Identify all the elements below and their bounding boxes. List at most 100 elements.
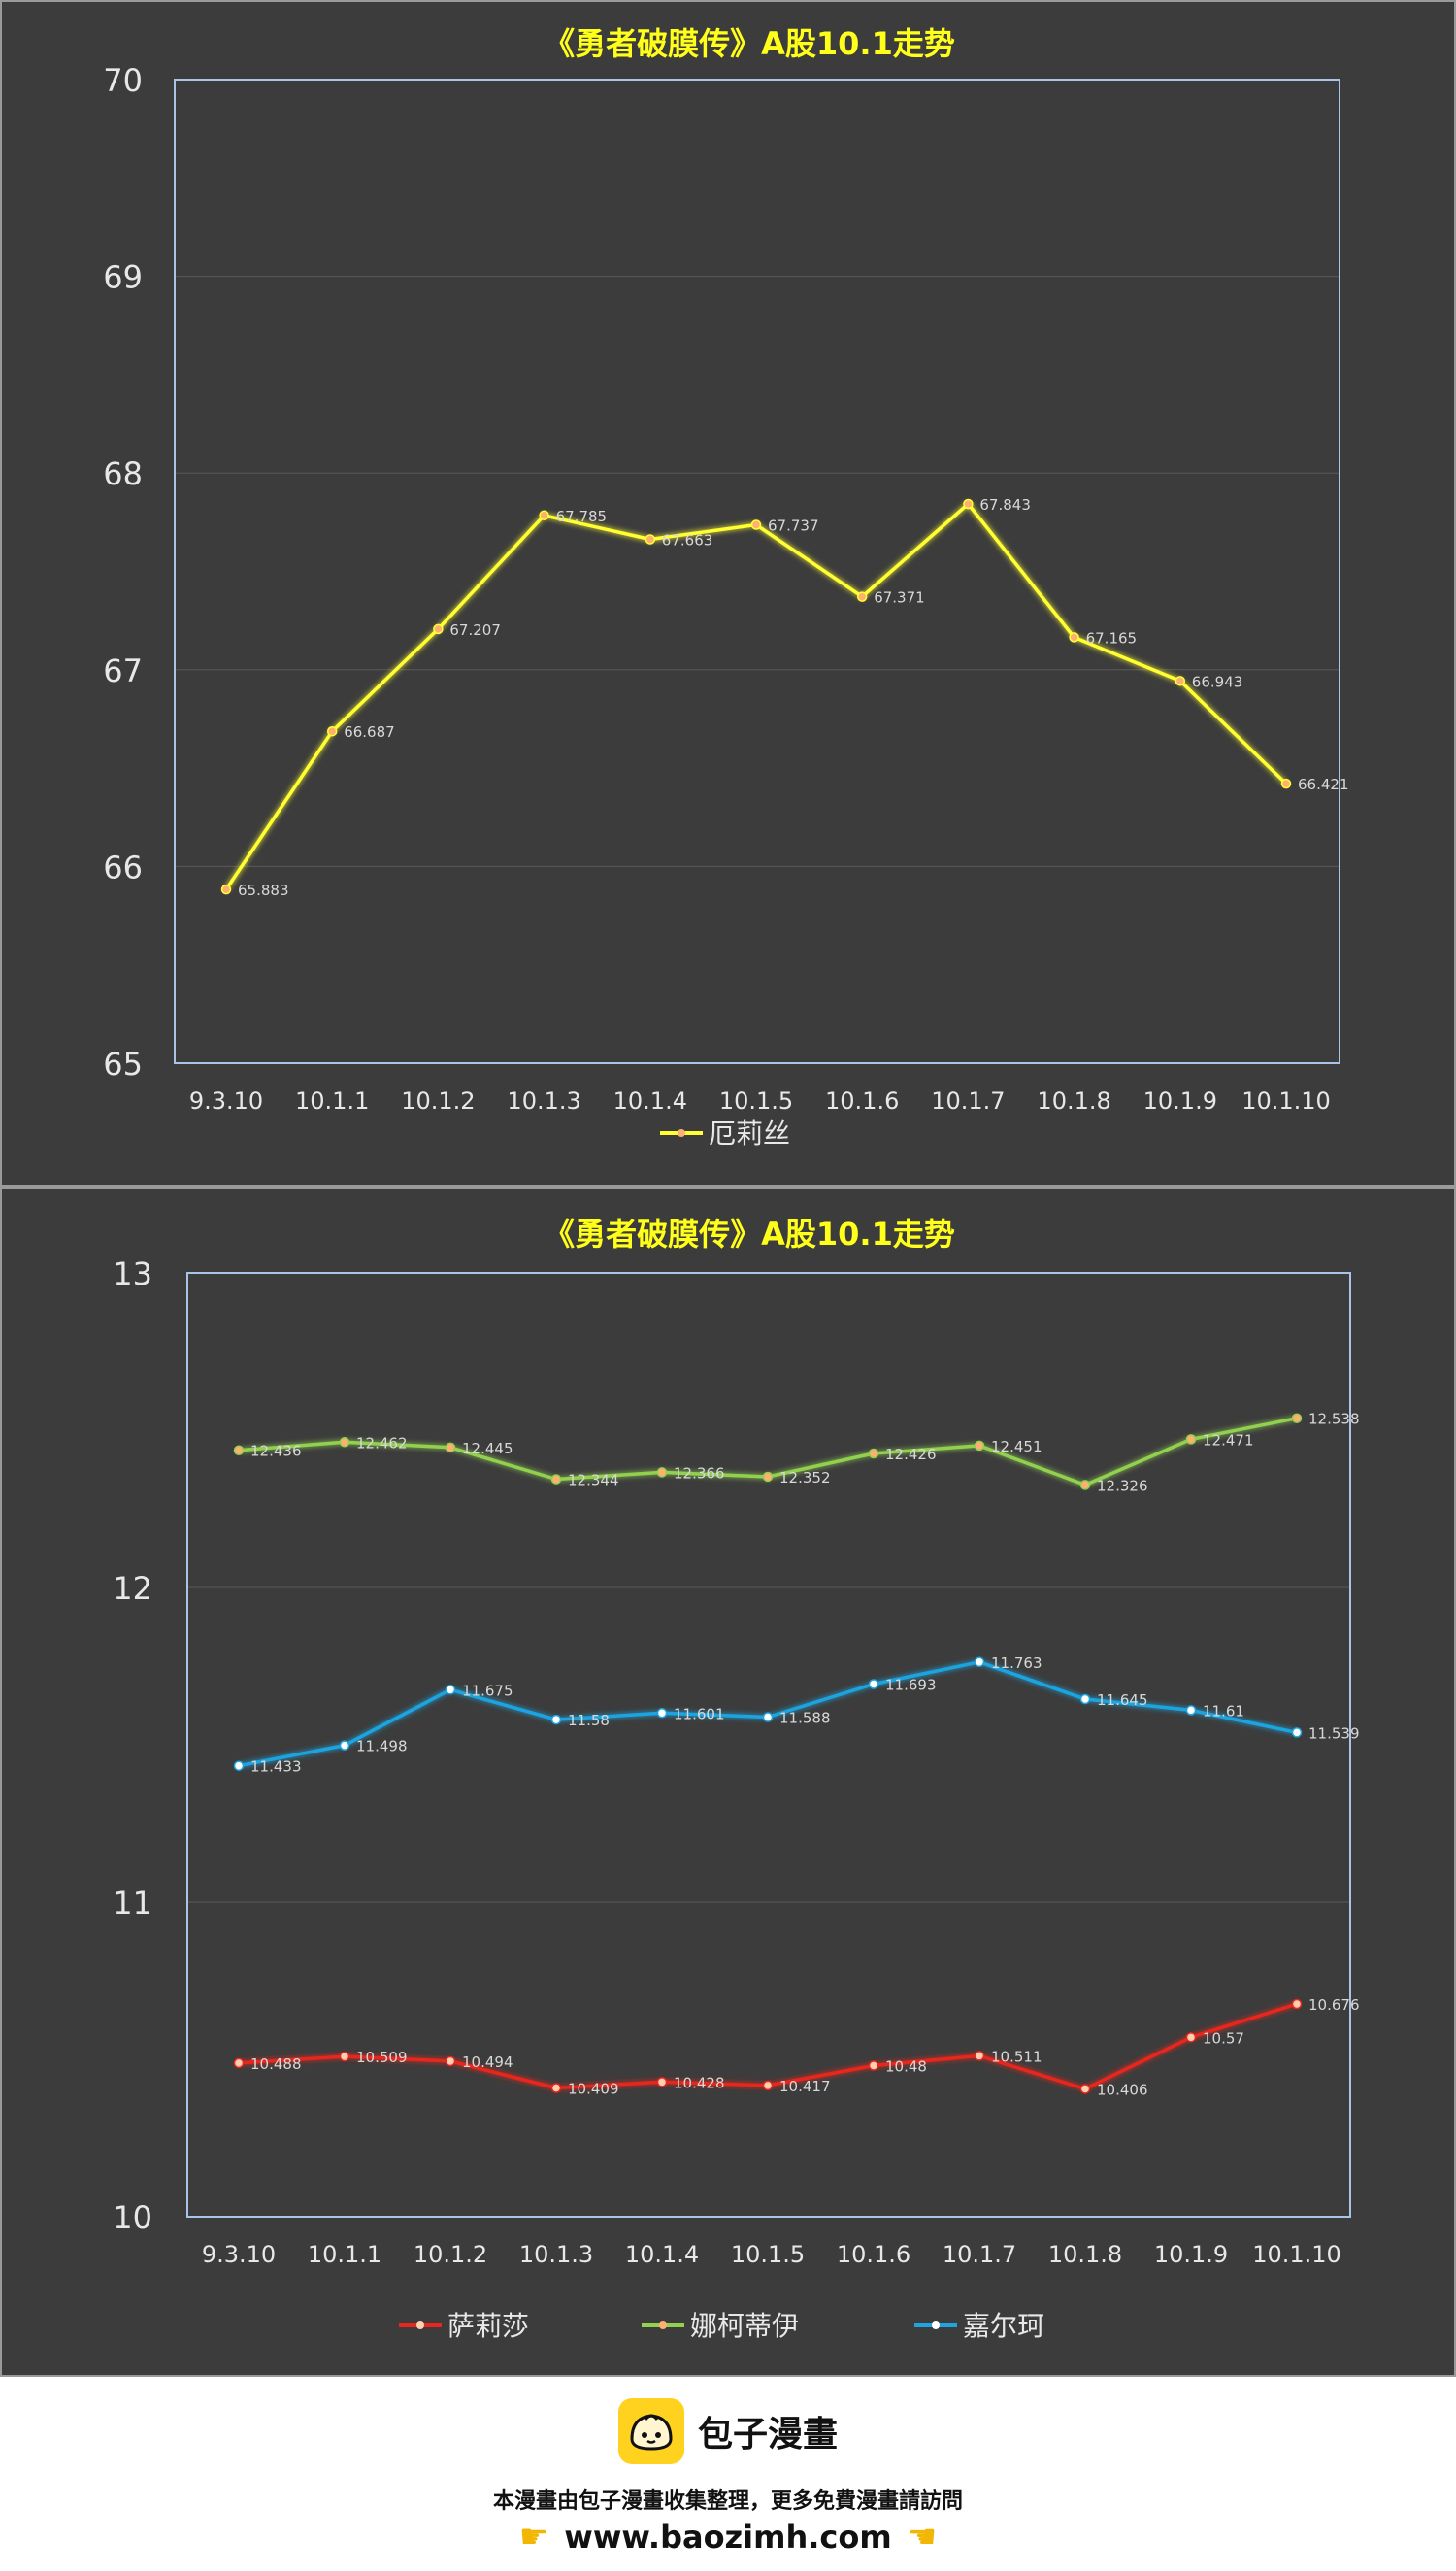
data-point [1079,1693,1091,1705]
chart-2-svg: 《勇者破膜传》A股10.1走势 10 11 12 13 9.3.10 10.1.1 10.1.… [113,1216,1360,2342]
data-point [445,2055,456,2067]
data-point [656,1467,668,1478]
x-tick-label: 10.1.7 [931,1087,1005,1115]
data-label: 67.207 [449,621,501,639]
data-label: 10.48 [885,2057,927,2075]
data-point [326,725,338,737]
x-tick-label: 10.1.9 [1154,2241,1228,2268]
data-point [1185,1434,1197,1445]
data-point [445,1442,456,1453]
data-point [1291,1998,1303,2010]
x-tick-label: 10.1.3 [507,1087,580,1115]
data-label: 11.693 [885,1676,937,1693]
legend-marker [659,2321,667,2329]
data-label: 12.366 [674,1464,725,1482]
data-point [974,1440,985,1452]
x-tick-label: 10.1.4 [625,2241,699,2268]
x-tick-label: 10.1.1 [308,2241,381,2268]
chart-panel-1: 《勇者破膜传》A股10.1走势 65 66 67 68 69 70 9.3.10 10.1.1 1… [0,0,1456,1187]
data-label: 12.436 [250,1443,302,1460]
data-point [762,1712,774,1722]
data-point [856,591,868,602]
y-tick-label: 11 [113,1885,152,1921]
data-point [868,1448,879,1459]
data-label: 12.471 [1203,1431,1254,1449]
data-point [868,1679,879,1689]
data-point [762,1471,774,1483]
data-label: 10.511 [991,2048,1042,2065]
data-point [1291,1413,1303,1423]
y-tick-label: 10 [113,2199,152,2236]
brand-name[interactable]: 包子漫畫 [697,2415,838,2454]
x-tick-label: 10.1.5 [731,2241,805,2268]
data-label: 67.785 [556,508,608,525]
data-point [762,2080,774,2091]
x-tick-label: 10.1.9 [1143,1087,1217,1115]
data-label: 12.538 [1308,1411,1360,1428]
data-label: 12.344 [568,1472,619,1489]
legend-marker [932,2321,940,2329]
data-point [750,519,762,530]
legend-label: 娜柯蒂伊 [690,2310,799,2342]
data-label: 12.426 [885,1446,937,1463]
x-tick-label: 10.1.2 [414,2241,487,2268]
x-tick-label: 10.1.7 [943,2241,1016,2268]
data-label: 12.326 [1097,1477,1148,1494]
data-point [1291,1727,1303,1738]
data-point [539,510,549,521]
data-label: 10.676 [1308,1996,1360,2014]
data-label: 11.645 [1097,1691,1148,1709]
data-label: 10.428 [674,2074,725,2091]
x-tick-label: 10.1.8 [1048,2241,1122,2268]
data-label: 10.406 [1097,2081,1148,2098]
data-point [550,1474,562,1485]
data-label: 11.498 [356,1738,408,1755]
data-label: 67.371 [874,589,925,607]
data-point [233,1760,245,1771]
data-label: 11.588 [779,1709,831,1726]
data-point [233,1445,245,1455]
data-label: 66.943 [1192,673,1243,690]
x-tick-label: 10.1.1 [295,1087,369,1115]
series-line [238,2002,1298,2091]
data-label: 12.445 [462,1440,513,1457]
data-point [550,2083,562,2093]
x-tick-label: 10.1.2 [401,1087,475,1115]
y-tick-label: 13 [113,1255,152,1292]
y-tick-label: 67 [103,652,143,689]
data-label: 12.462 [356,1434,408,1452]
site-url-link[interactable]: www.baozimh.com [564,2519,892,2555]
data-point [1280,778,1292,789]
y-tick-label: 69 [103,259,143,296]
chart-title: 《勇者破膜传》A股10.1走势 [544,1216,955,1252]
x-tick-label: 10.1.6 [825,1087,899,1115]
data-label: 12.451 [991,1438,1042,1455]
x-tick-label: 10.1.6 [837,2241,910,2268]
data-label: 11.539 [1308,1724,1360,1742]
data-point [339,1437,350,1448]
data-label: 11.58 [568,1712,610,1729]
data-label: 10.57 [1203,2029,1244,2047]
data-label: 66.687 [344,723,395,741]
data-point [433,623,444,635]
legend-marker [678,1129,685,1137]
data-point [233,2057,245,2069]
data-point [868,2060,879,2071]
x-tick-label: 10.1.4 [613,1087,687,1115]
legend-label: 萨莉莎 [447,2310,529,2342]
data-label: 11.675 [462,1682,513,1699]
data-label: 10.409 [568,2080,619,2097]
legend-marker [416,2321,424,2329]
y-tick-label: 70 [103,62,143,99]
x-tick-label: 10.1.10 [1252,2241,1341,2268]
data-label: 10.494 [462,2053,513,2071]
data-label: 11.763 [991,1654,1042,1672]
data-point [550,1714,562,1725]
data-point [220,884,232,895]
data-label: 67.663 [662,531,713,549]
data-point [339,1740,350,1751]
data-label: 67.165 [1086,629,1138,647]
data-label: 10.509 [356,2049,408,2066]
pointing-left-icon: ☚ [907,2518,938,2556]
data-point [963,498,974,510]
